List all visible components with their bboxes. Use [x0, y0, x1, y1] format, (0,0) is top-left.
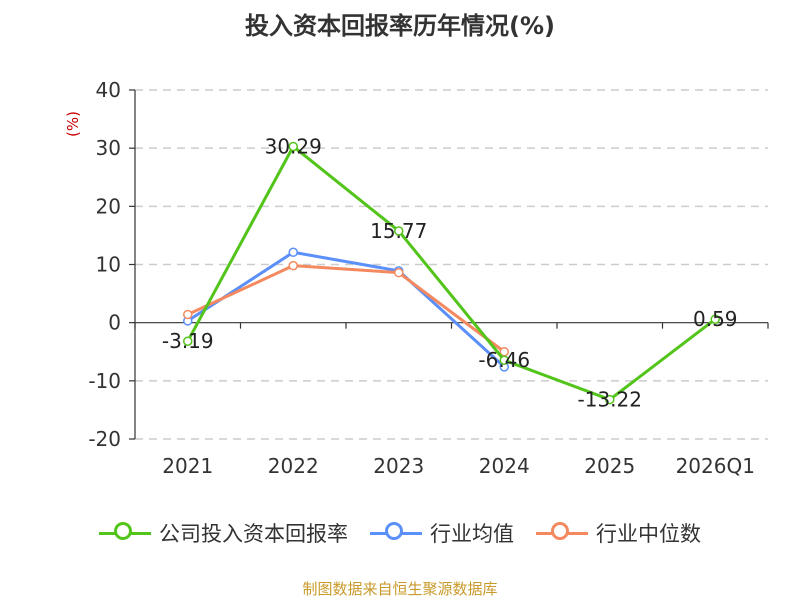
y-tick-label: -10: [88, 369, 121, 393]
data-point: [288, 247, 298, 258]
series-line-0: [186, 144, 717, 402]
x-tick-label: 2025: [584, 454, 635, 478]
series: [183, 141, 720, 405]
grid-lines: [135, 89, 768, 440]
data-point: [183, 336, 193, 346]
y-tick-label: 40: [96, 78, 121, 102]
legend: 公司投入资本回报率 行业均值 行业中位数: [0, 518, 800, 548]
data-label: -13.22: [578, 388, 642, 412]
x-tick-label: 2024: [479, 454, 530, 478]
data-point: [394, 226, 404, 236]
legend-label-industry-median: 行业中位数: [596, 522, 701, 546]
x-tick-label: 2021: [162, 454, 213, 478]
data-point: [183, 309, 193, 320]
legend-item-industry-median[interactable]: 行业中位数: [536, 518, 701, 548]
y-tick-label: -20: [88, 427, 121, 451]
series-line-1: [186, 250, 506, 368]
y-tick-label: 30: [96, 136, 121, 160]
x-tick-label: 2023: [373, 454, 424, 478]
y-tick-label: 0: [108, 311, 121, 335]
legend-label-industry-mean: 行业均值: [430, 522, 514, 546]
data-label: -6.46: [478, 348, 530, 372]
data-point: [394, 267, 404, 278]
data-point: [710, 314, 720, 324]
axes: 40 30 20 10 0 -10 -20 2021 2022 2023 2024 2025 2026Q…: [88, 78, 769, 478]
legend-item-company[interactable]: 公司投入资本回报率: [99, 518, 348, 548]
legend-item-industry-mean[interactable]: 行业均值: [370, 518, 514, 548]
data-labels: -3.19 30.29 15.77 -6.46 -13.22 0.59: [162, 134, 738, 411]
data-label: 15.77: [370, 219, 427, 243]
legend-marker-company: [99, 521, 151, 545]
x-tick-label: 2022: [268, 454, 319, 478]
y-tick-label: 10: [96, 253, 121, 277]
data-label: -3.19: [162, 329, 214, 353]
legend-marker-industry-median: [536, 521, 588, 545]
y-axis-label: (%): [64, 111, 82, 137]
data-label: 30.29: [265, 134, 322, 158]
data-point: [288, 260, 298, 271]
legend-marker-industry-mean: [370, 521, 422, 545]
data-point: [499, 355, 509, 365]
legend-label-company: 公司投入资本回报率: [159, 522, 348, 546]
data-point: [605, 394, 615, 405]
chart-title: 投入资本回报率历年情况(%): [245, 12, 555, 40]
series-line-2: [187, 264, 506, 353]
data-point: [288, 141, 298, 152]
source-note: 制图数据来自恒生聚源数据库: [302, 580, 498, 598]
y-tick-label: 20: [96, 194, 121, 218]
x-tick-label: 2026Q1: [676, 454, 755, 478]
data-label: 0.59: [693, 307, 738, 331]
